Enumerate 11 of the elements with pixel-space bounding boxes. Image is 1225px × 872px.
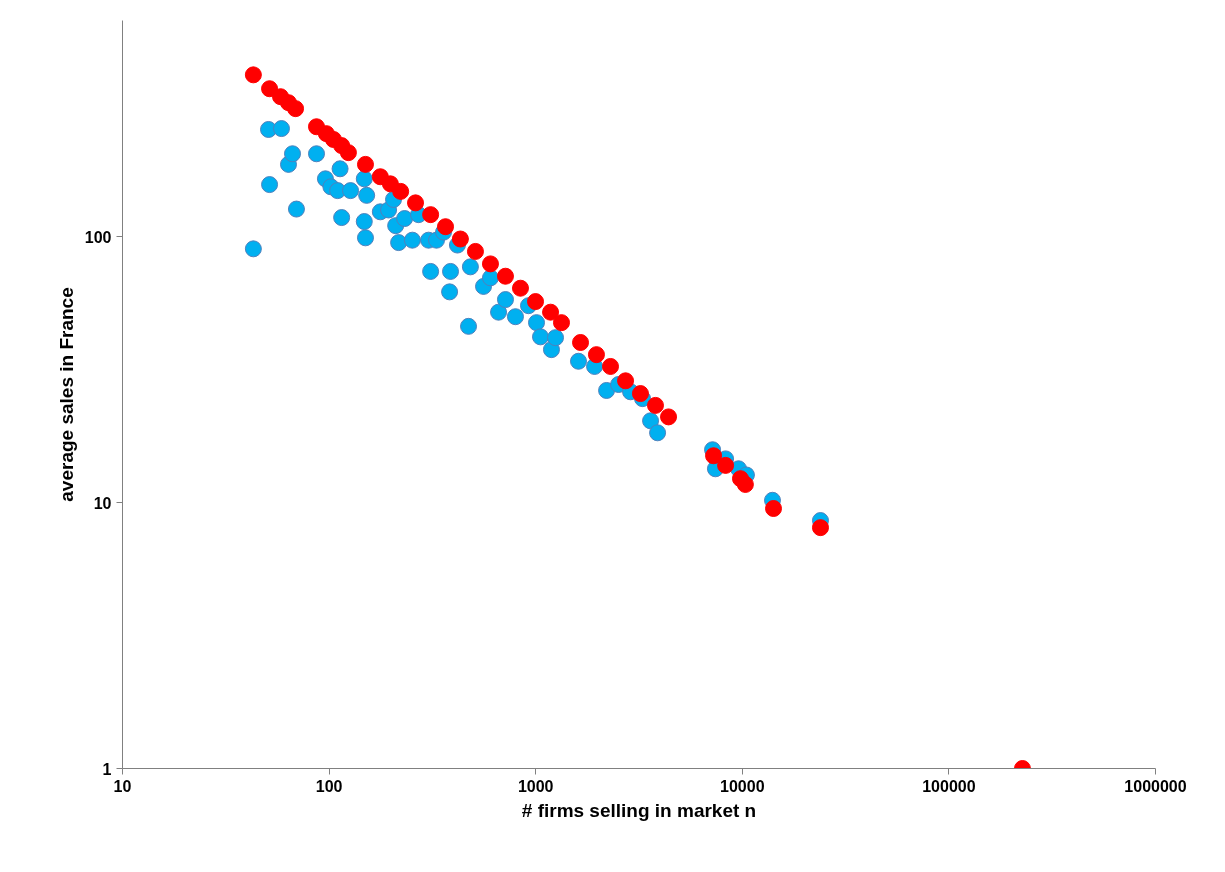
- x-tick-label: 100000: [922, 777, 976, 795]
- x-tick-label: 10: [113, 777, 132, 795]
- x-tick-label: 10000: [720, 777, 765, 795]
- y-axis-title: average sales in France: [55, 287, 77, 502]
- y-tick-label: 100: [84, 228, 112, 246]
- y-tick-label: 1: [102, 760, 112, 778]
- y-tick-label: 10: [93, 494, 112, 512]
- x-tick-label: 100: [315, 777, 343, 795]
- x-axis-title: # firms selling in market n: [521, 799, 757, 821]
- x-tick-label: 1000000: [1124, 777, 1187, 795]
- x-tick-label: 1000: [517, 777, 554, 795]
